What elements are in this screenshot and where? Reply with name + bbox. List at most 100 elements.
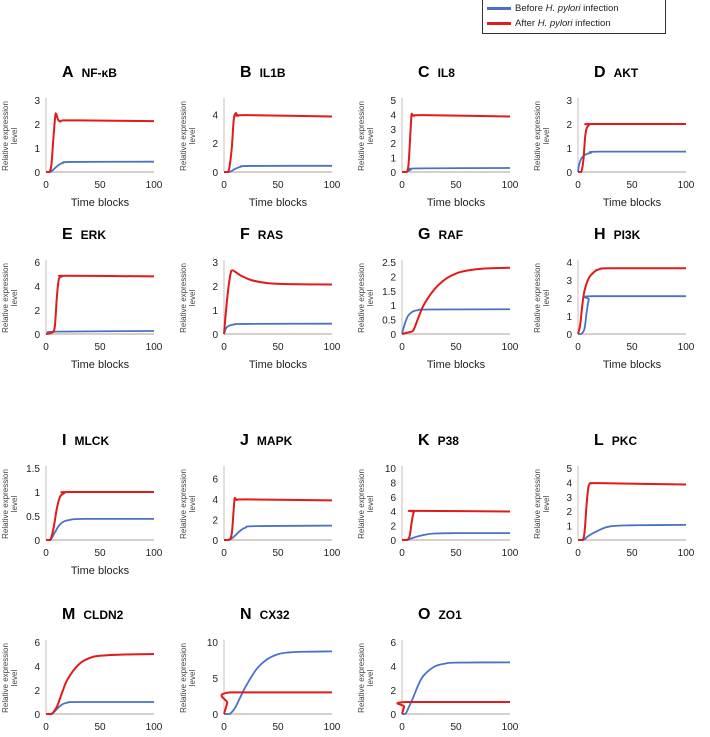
series-before-line (577, 150, 686, 173)
y-axis-label-line: Relative expression (179, 101, 188, 171)
y-axis-label: Relative expressionlevel (357, 263, 375, 333)
series-after-line (223, 496, 333, 541)
y-axis-label-line: Relative expression (357, 469, 366, 539)
legend: Before H. pylori infection After H. pylo… (482, 0, 666, 34)
y-tick-label: 10 (385, 464, 397, 475)
panel-letter: O (418, 606, 431, 623)
panel-chart: 0 2 4 6 0 50 100 Relative expressionlevel (357, 638, 519, 733)
y-axis-label: Relative expressionlevel (1, 263, 19, 333)
legend-after-pre: After (515, 18, 538, 29)
x-tick-label: 50 (94, 548, 106, 559)
y-tick-label: 1.5 (382, 287, 396, 298)
y-tick-label: 2.5 (382, 258, 396, 269)
y-tick-label: 1 (390, 154, 396, 165)
y-axis-label-line: level (366, 670, 375, 687)
series-after-line (223, 111, 333, 173)
y-tick-label: 4 (34, 662, 40, 673)
y-tick-label: 0 (212, 710, 218, 721)
panel-c: C IL8 0 1 2 3 4 5 0 50 100 Relative expressionlevel… (356, 64, 534, 214)
y-tick-label: 3 (566, 276, 572, 287)
y-tick-label: 2 (34, 306, 40, 317)
y-tick-label: 1 (212, 306, 218, 317)
series-before-line (577, 523, 687, 541)
panel-title: L PKC (594, 432, 637, 450)
x-axis-label: Time blocks (71, 565, 130, 577)
panel-f: F RAS 0 1 2 3 0 50 100 Relative expressionlevel Ti… (178, 226, 356, 376)
panel-gene: MLCK (74, 434, 110, 448)
y-axis-label-line: Relative expression (533, 469, 542, 539)
series-after-line (577, 482, 687, 541)
y-axis-label: Relative expressionlevel (179, 643, 197, 713)
series-before-line (401, 532, 510, 541)
panel-letter: I (62, 432, 67, 449)
panel-title: O ZO1 (418, 606, 462, 624)
y-tick-label: 2 (212, 515, 218, 526)
y-tick-label: 2 (566, 120, 572, 131)
panel-gene: ERK (80, 228, 107, 242)
panel-chart: 0 2 4 0 50 100 Relative expressionlevel Time bl… (179, 98, 341, 209)
y-axis-label-line: Relative expression (357, 101, 366, 171)
panel-title: J MAPK (240, 432, 292, 450)
panel-letter: J (240, 432, 249, 449)
legend-after-post: infection (572, 18, 611, 29)
y-axis-label: Relative expressionlevel (357, 643, 375, 713)
panel-letter: B (240, 64, 252, 81)
y-tick-label: 0 (34, 330, 40, 341)
x-tick-label: 100 (324, 180, 341, 191)
x-tick-label: 50 (626, 548, 638, 559)
panel-o: O ZO1 0 2 4 6 0 50 100 Relative expressionlevel (356, 606, 534, 733)
y-tick-label: 5 (566, 464, 572, 475)
series-after-line (577, 267, 686, 335)
y-tick-label: 5 (212, 674, 218, 685)
legend-before-post: infection (580, 3, 619, 14)
y-axis-label-line: level (188, 670, 197, 687)
y-axis-label: Relative expressionlevel (357, 101, 375, 171)
y-tick-label: 0 (212, 536, 218, 547)
y-tick-label: 2 (390, 272, 396, 283)
y-tick-label: 4 (390, 110, 396, 121)
panel-title: N CX32 (240, 606, 290, 624)
panel-chart: 0 0.5 1 1.5 2 2.5 0 50 100 Relative expressionlev… (357, 258, 519, 371)
x-tick-label: 0 (221, 722, 227, 733)
series-after-line (45, 653, 155, 715)
legend-before-italic: H. pylori (545, 3, 581, 14)
x-tick-label: 100 (678, 342, 695, 353)
legend-label-after: After H. pylori infection (515, 18, 611, 29)
y-tick-label: 2 (566, 294, 572, 305)
y-axis-label-line: Relative expression (1, 101, 10, 171)
x-axis-label: Time blocks (603, 359, 662, 371)
y-tick-label: 3 (566, 96, 572, 107)
panel-title: A NF-κB (62, 64, 117, 82)
panel-letter: N (240, 606, 252, 623)
y-tick-label: 3 (390, 125, 396, 136)
panel-title: E ERK (62, 226, 106, 244)
y-axis-label-line: Relative expression (533, 101, 542, 171)
y-axis-label-line: level (10, 290, 19, 307)
y-axis-label: Relative expressionlevel (179, 469, 197, 539)
x-tick-label: 100 (678, 548, 695, 559)
panel-gene: MAPK (256, 434, 293, 448)
legend-swatch-after (487, 22, 511, 25)
y-tick-label: 1 (566, 522, 572, 533)
panel-chart: 0 2 4 6 0 50 100 Relative expressionlevel (1, 638, 163, 733)
y-tick-label: 4 (34, 282, 40, 293)
panel-n: N CX32 0 5 10 0 50 100 Relative expressionlevel (178, 606, 356, 733)
legend-swatch-before (487, 7, 511, 10)
y-axis-label-line: level (542, 290, 551, 307)
panel-j: J MAPK 0 2 4 6 0 50 100 Relative expressionlevel (178, 432, 356, 559)
panel-chart: 0 1 2 3 0 50 100 Relative expressionlevel Time b… (179, 258, 341, 371)
y-tick-label: 4 (390, 507, 396, 518)
y-axis-label-line: Relative expression (1, 263, 10, 333)
panel-gene: PI3K (613, 228, 641, 242)
y-tick-label: 0 (390, 330, 396, 341)
x-axis-label: Time blocks (427, 359, 486, 371)
x-tick-label: 0 (399, 722, 405, 733)
panel-gene: P38 (437, 434, 459, 448)
x-tick-label: 50 (94, 342, 106, 353)
y-axis-label: Relative expressionlevel (179, 263, 197, 333)
panel-title: K P38 (418, 432, 459, 450)
panel-gene: RAF (438, 228, 464, 242)
y-tick-label: 4 (566, 478, 572, 489)
x-tick-label: 0 (575, 548, 581, 559)
